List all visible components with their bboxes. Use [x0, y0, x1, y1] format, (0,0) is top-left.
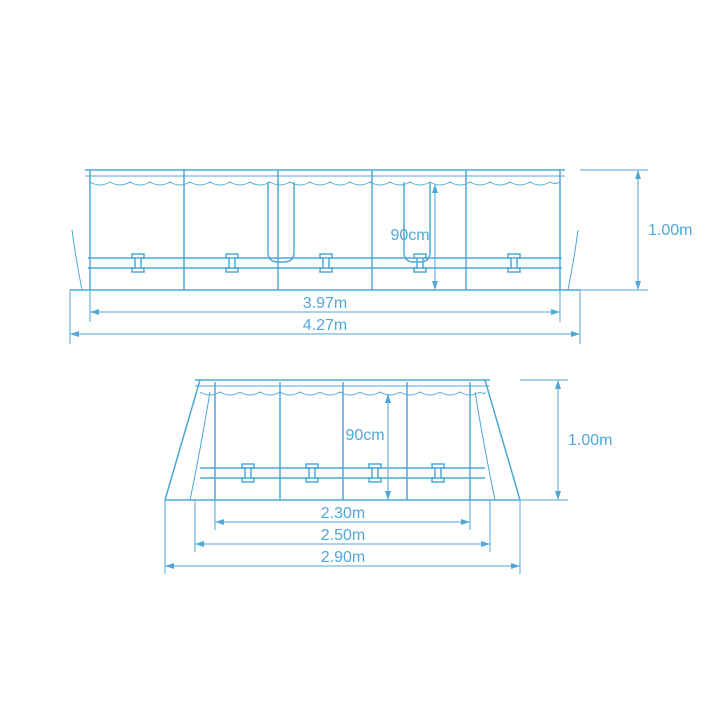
water-depth-label-2: 90cm	[345, 427, 384, 444]
mid-width-label: 2.50m	[321, 527, 365, 544]
water-depth-label: 90cm	[390, 227, 429, 244]
outer-width-label-2: 2.90m	[321, 549, 365, 566]
dimension-diagram: 3.97m 4.27m 1.00m 90cm 90cm 1.00m	[0, 0, 720, 720]
inner-width-label-2: 2.30m	[321, 505, 365, 522]
outer-width-label: 4.27m	[303, 317, 347, 334]
inner-width-label: 3.97m	[303, 295, 347, 312]
side-view: 3.97m 4.27m 1.00m 90cm	[70, 170, 692, 344]
height-label-2: 1.00m	[568, 432, 612, 449]
height-label: 1.00m	[648, 222, 692, 239]
end-view: 90cm 1.00m 2.30m 2.50m 2.90m	[165, 380, 612, 574]
